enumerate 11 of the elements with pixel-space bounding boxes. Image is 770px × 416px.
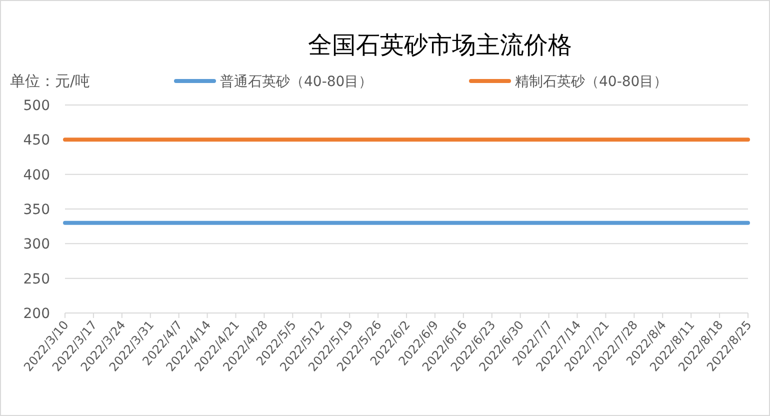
chart-title: 全国石英砂市场主流价格 bbox=[308, 31, 572, 59]
legend-label: 普通石英砂（40-80目） bbox=[220, 73, 373, 90]
legend-label: 精制石英砂（40-80目） bbox=[515, 74, 668, 90]
y-tick-label: 250 bbox=[23, 271, 50, 288]
y-tick-label: 450 bbox=[23, 132, 50, 149]
y-tick-label: 300 bbox=[23, 236, 50, 253]
y-tick-label: 350 bbox=[23, 202, 50, 218]
y-axis-title: 单位：元/吨 bbox=[10, 72, 90, 90]
y-tick-label: 500 bbox=[23, 98, 50, 114]
y-tick-label: 200 bbox=[23, 306, 50, 322]
y-tick-label: 400 bbox=[23, 167, 50, 184]
